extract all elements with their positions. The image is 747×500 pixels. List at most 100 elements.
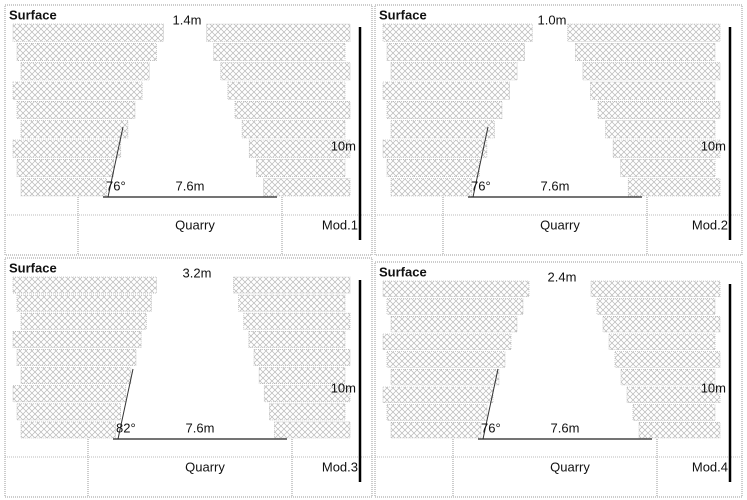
surface-label: Surface xyxy=(9,7,57,22)
rock-layer xyxy=(390,422,482,439)
quarry-label: Quarry xyxy=(540,217,580,232)
rock-layer xyxy=(390,62,518,81)
rock-layer xyxy=(12,385,127,403)
rock-layer xyxy=(582,62,721,81)
rock-layer xyxy=(20,62,150,81)
rock-layer xyxy=(612,139,721,158)
rock-layer xyxy=(575,43,716,61)
rock-layer xyxy=(627,178,721,197)
rock-layer xyxy=(614,351,721,368)
rock-layer xyxy=(253,349,351,366)
rock-layer xyxy=(602,316,721,333)
panel: Surface 3.2m 82° 7.6m 10m Quarry Mod.3 xyxy=(4,257,373,498)
rock-layer xyxy=(382,280,530,297)
rock-layer xyxy=(274,421,351,439)
rock-layer xyxy=(234,101,351,119)
rock-layer xyxy=(12,139,122,158)
panel: Surface 1.0m 76° 7.6m 10m Quarry Mod.2 xyxy=(374,4,743,256)
rock-layer xyxy=(258,367,346,384)
angle-label: 82° xyxy=(116,420,136,435)
rock-layer xyxy=(12,331,142,348)
rock-layer xyxy=(386,101,503,119)
rock-layer xyxy=(20,421,116,439)
top-width-label: 2.4m xyxy=(548,269,577,284)
panel-frame xyxy=(4,257,373,498)
rock-layer xyxy=(567,23,721,42)
rock-layer xyxy=(608,333,716,350)
rock-layer xyxy=(386,298,524,315)
rock-layer xyxy=(626,386,721,403)
slope-line xyxy=(117,368,134,440)
base-width-label: 7.6m xyxy=(551,420,580,435)
panel: Surface 1.4m 76° 7.6m 10m Quarry Mod.1 xyxy=(4,4,373,256)
surface-label: Surface xyxy=(379,264,427,279)
rock-layer xyxy=(638,422,721,439)
rock-layer xyxy=(243,312,351,330)
rock-layer xyxy=(238,294,346,312)
rock-layer xyxy=(12,81,143,100)
model-label: Mod.1 xyxy=(322,217,358,232)
rock-layer xyxy=(390,178,473,197)
height-label: 10m xyxy=(331,380,356,395)
rock-layer xyxy=(590,280,721,297)
rock-layer xyxy=(386,43,525,61)
rock-layer xyxy=(16,349,137,366)
base-width-label: 7.6m xyxy=(176,178,205,193)
rock-layer xyxy=(597,101,721,119)
quarry-label: Quarry xyxy=(185,459,225,474)
rock-layer xyxy=(16,403,121,421)
rock-layer xyxy=(12,276,157,294)
rock-layer xyxy=(632,404,716,421)
slope-line xyxy=(472,126,489,198)
rock-layer xyxy=(227,81,346,100)
rock-layer xyxy=(213,43,346,61)
height-label: 10m xyxy=(701,138,726,153)
rock-layer xyxy=(590,81,716,100)
top-width-label: 1.4m xyxy=(173,12,202,27)
rock-layer xyxy=(20,178,107,197)
panel-frame xyxy=(374,4,743,256)
rock-layer xyxy=(386,404,488,421)
model-label: Mod.3 xyxy=(322,459,358,474)
panel-frame xyxy=(4,4,373,256)
rock-layer xyxy=(248,139,351,158)
rock-layer xyxy=(20,367,132,384)
rock-layer xyxy=(16,294,152,312)
rock-layer xyxy=(12,23,164,42)
base-width-label: 7.6m xyxy=(541,178,570,193)
quarry-label: Quarry xyxy=(550,459,590,474)
rock-layer xyxy=(206,23,351,42)
top-width-label: 1.0m xyxy=(538,12,567,27)
rock-layer xyxy=(382,81,510,100)
slope-line xyxy=(107,126,124,198)
rock-layer xyxy=(390,316,518,333)
rock-layer xyxy=(620,369,716,386)
angle-label: 76° xyxy=(471,178,491,193)
rock-layer xyxy=(16,101,136,119)
rock-layer xyxy=(20,312,147,330)
rock-layer xyxy=(390,369,500,386)
rock-layer xyxy=(382,23,533,42)
rock-layer xyxy=(20,120,129,139)
rock-layer xyxy=(256,159,346,177)
rock-layer xyxy=(16,159,114,177)
rock-layer xyxy=(620,159,716,177)
height-label: 10m xyxy=(331,138,356,153)
rock-layer xyxy=(269,403,346,421)
rock-layer xyxy=(382,139,488,158)
model-label: Mod.4 xyxy=(692,459,728,474)
rock-layer xyxy=(263,178,351,197)
model-label: Mod.2 xyxy=(692,217,728,232)
rock-layer xyxy=(605,120,716,139)
rock-layer xyxy=(386,159,480,177)
rock-layer xyxy=(248,331,346,348)
base-width-label: 7.6m xyxy=(186,420,215,435)
rock-layer xyxy=(241,120,346,139)
rock-layer xyxy=(220,62,351,81)
angle-label: 76° xyxy=(106,178,126,193)
height-label: 10m xyxy=(701,380,726,395)
rock-layer xyxy=(382,333,512,350)
rock-layer xyxy=(16,43,157,61)
rock-layer xyxy=(382,386,494,403)
